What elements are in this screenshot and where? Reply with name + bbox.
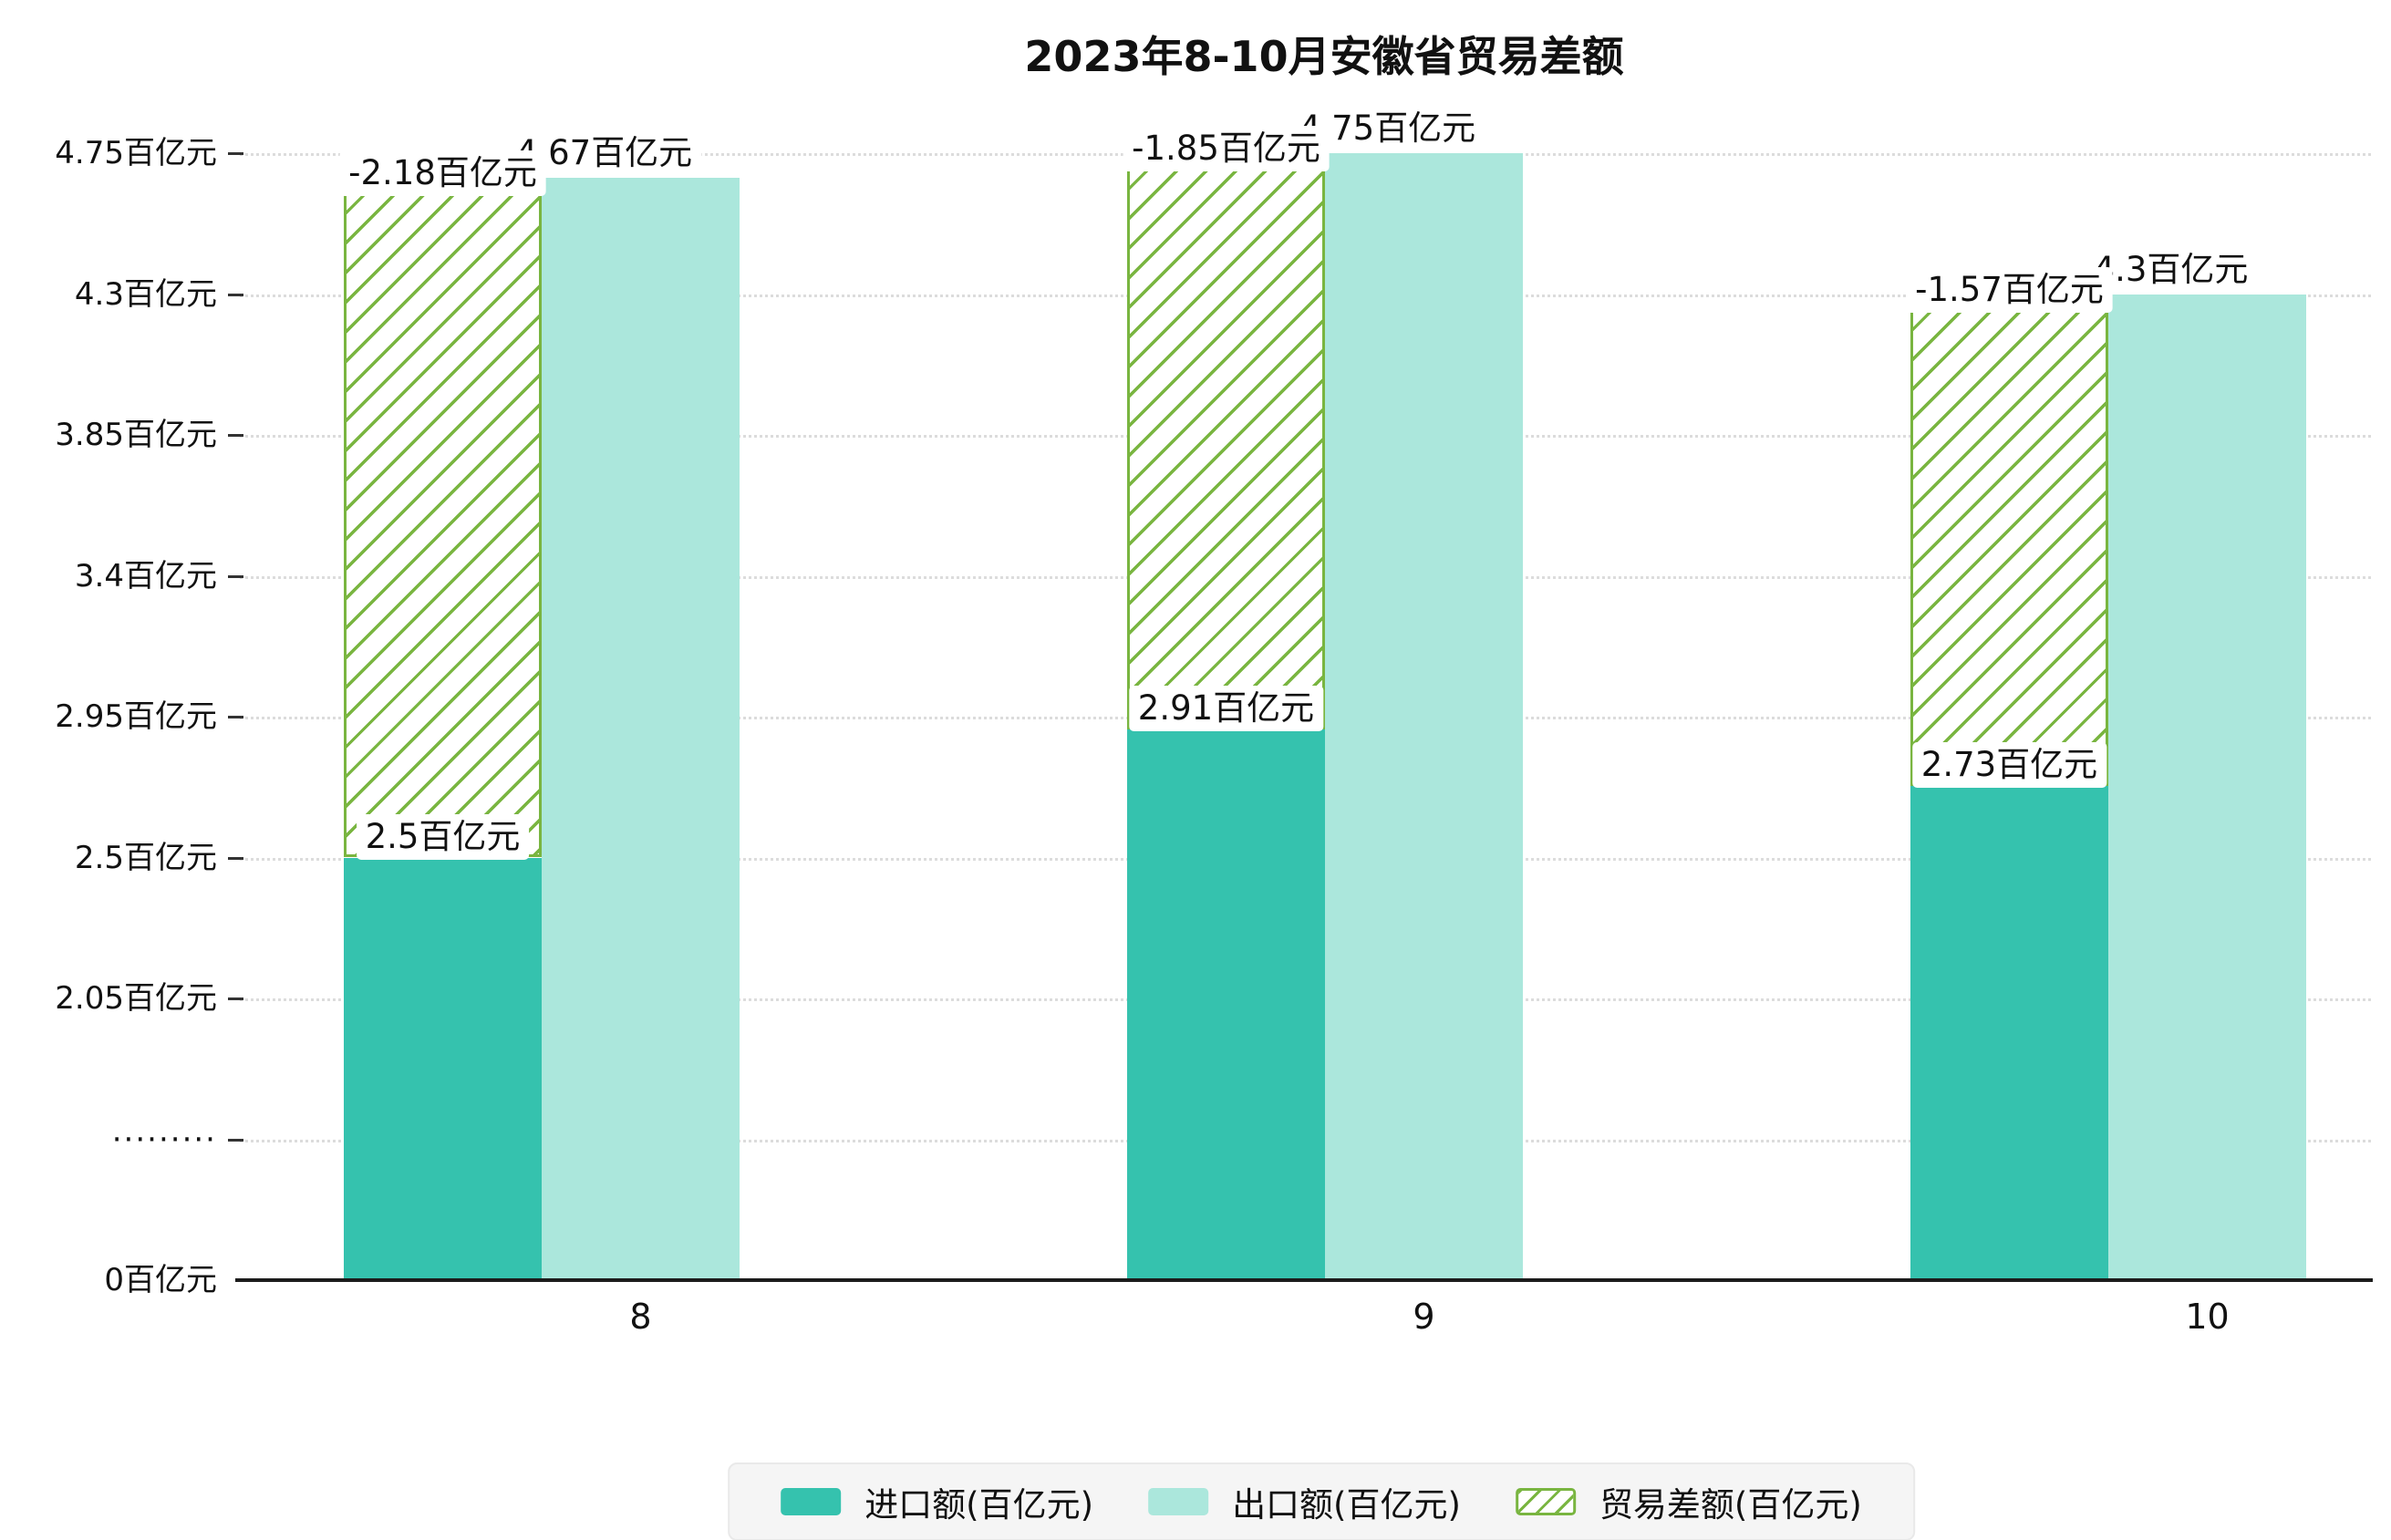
value-label-import: 2.91百亿元 [1128,685,1324,731]
bar-trade-balance [344,178,542,858]
y-tick-label: ········· [111,1121,217,1158]
bar-export [542,178,740,1280]
value-label-balance: -1.85百亿元 [1123,126,1330,171]
chart-title: 2023年8-10月安徽省贸易差额 [1024,32,1624,81]
y-tick-mark-icon [228,152,243,155]
y-tick-mark-icon [228,434,243,437]
value-label-import: 2.5百亿元 [356,813,530,860]
bar-import [1910,785,2108,1280]
value-label-balance: -2.18百亿元 [339,150,546,197]
y-tick-label: 2.05百亿元 [55,980,217,1017]
bar-import [1127,729,1325,1280]
x-axis-line [235,1278,2373,1282]
x-tick-label: 9 [1413,1297,1435,1337]
legend-label-import: 进口额(百亿元) [864,1485,1094,1524]
x-tick-label: 8 [629,1297,652,1337]
legend: 进口额(百亿元) 出口额(百亿元) 贸易差额(百亿元) [728,1462,1915,1540]
y-tick-label: 2.5百亿元 [74,839,217,876]
bar-trade-balance [1127,153,1325,729]
export-swatch-icon [1148,1488,1209,1515]
legend-item-import: 进口额(百亿元) [781,1477,1093,1526]
legend-item-balance: 贸易差额(百亿元) [1515,1477,1862,1526]
value-label-export: 4.3百亿元 [2084,246,2258,293]
legend-item-export: 出口额(百亿元) [1148,1477,1461,1526]
legend-label-balance: 贸易差额(百亿元) [1599,1485,1862,1524]
balance-hatch-swatch-icon [1515,1488,1576,1515]
y-tick-label: 4.3百亿元 [74,275,217,313]
y-tick-mark-icon [228,856,243,860]
y-tick-mark-icon [228,293,243,296]
y-tick-label: 3.4百亿元 [74,557,217,594]
y-tick-label: 4.75百亿元 [55,135,217,171]
y-tick-mark-icon [228,997,243,1000]
bar-export [2108,294,2306,1280]
bar-export [1325,153,1523,1280]
value-label-import: 2.73百亿元 [1911,741,2107,788]
y-tick-mark-icon [228,716,243,718]
y-tick-mark-icon [228,574,243,578]
import-swatch-icon [781,1488,842,1515]
y-tick-label: 0百亿元 [104,1262,217,1298]
x-tick-label: 10 [2185,1297,2230,1337]
value-label-balance: -1.57百亿元 [1906,266,2113,313]
bar-import [344,857,542,1280]
y-tick-label: 2.95百亿元 [55,698,217,735]
legend-label-export: 出口额(百亿元) [1232,1485,1461,1524]
y-tick-mark-icon [228,1138,243,1142]
y-tick-label: 3.85百亿元 [55,417,217,453]
bar-trade-balance [1910,294,2108,786]
